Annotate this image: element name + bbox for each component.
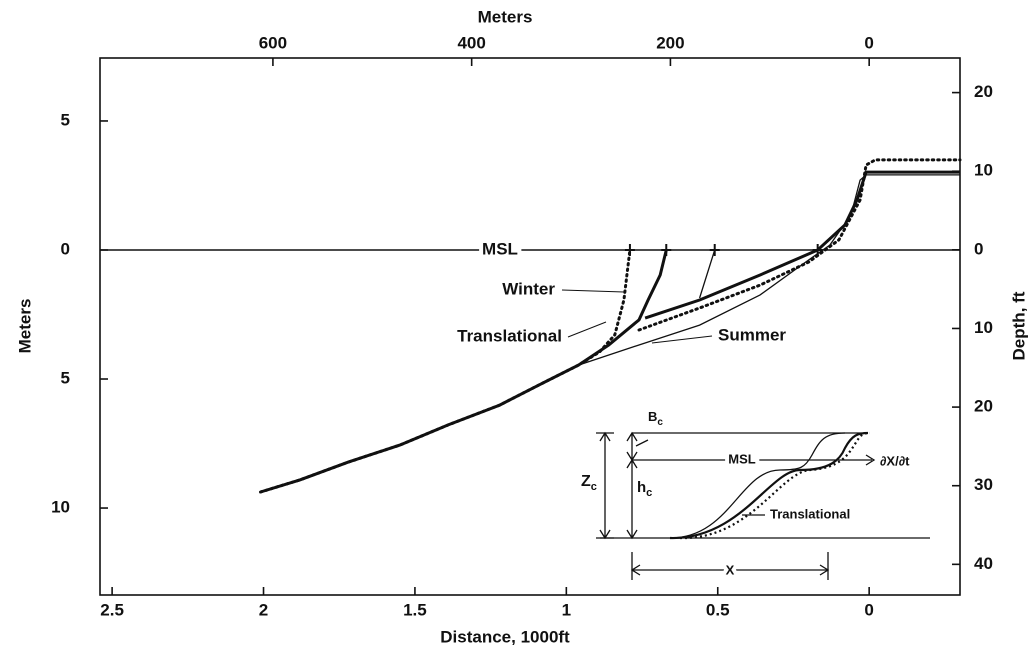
x-tick-label: 1.5	[403, 600, 427, 619]
x2-tick-label: 400	[457, 33, 485, 52]
winter-label: Winter	[502, 279, 555, 298]
x-tick-label: 0	[864, 600, 873, 619]
leader-line	[561, 289, 625, 293]
x2-tick-label: 600	[259, 33, 287, 52]
x-tick-label: 1	[562, 600, 571, 619]
shift-label: X	[726, 562, 735, 577]
msl-label: MSL	[482, 239, 518, 258]
inset-diagram: Bc Zc hc MSL ∂X/∂t Translational X	[581, 409, 930, 581]
y2-tick-label: 30	[974, 475, 993, 494]
inset-arrow	[860, 454, 876, 466]
x2-tick-label: 0	[864, 33, 873, 52]
annotations: Winter Translational Summer	[457, 279, 786, 345]
y-axis-title: Meters	[15, 299, 34, 354]
inset-profile	[679, 431, 871, 540]
x2-tick-label: 200	[656, 33, 684, 52]
inset-leader	[635, 439, 649, 447]
y2-tick-label: 10	[974, 318, 993, 337]
closure-bracket	[596, 431, 614, 540]
profile-line	[260, 174, 960, 493]
x-tick-label: 2	[259, 600, 268, 619]
leader-line	[651, 335, 713, 344]
msl-cross-marker	[709, 243, 720, 256]
crest-label: Bc	[648, 409, 663, 427]
plot-frame	[99, 57, 961, 596]
y-tick-label: 10	[51, 498, 70, 517]
closure-label: Zc	[581, 473, 597, 493]
x-axis-title: Distance, 1000ft	[440, 627, 570, 646]
inset-profile	[669, 431, 869, 540]
x-tick-label: 0.5	[706, 600, 730, 619]
msl-cross-marker	[661, 243, 672, 256]
y2-tick-label: 10	[974, 161, 993, 180]
translational-label: Translational	[457, 326, 562, 345]
y-tick-label: 5	[61, 368, 70, 387]
y2-tick-label: 40	[974, 554, 993, 573]
y2-tick-label: 20	[974, 397, 993, 416]
summer-label: Summer	[718, 325, 786, 344]
height-label: hc	[637, 479, 652, 499]
leader-line	[567, 321, 607, 338]
y-tick-label: 5	[61, 110, 70, 129]
inset-profile	[669, 432, 846, 539]
top-axis-title: Meters	[478, 7, 533, 26]
y-tick-label: 0	[61, 239, 70, 258]
inset-profile-label: Translational	[770, 506, 850, 521]
inset-msl-label: MSL	[728, 451, 756, 466]
rate-label: ∂X/∂t	[880, 453, 910, 468]
x-tick-label: 2.5	[100, 600, 124, 619]
shift-bracket	[630, 552, 830, 580]
y2-tick-label: 0	[974, 239, 983, 258]
y2-axis-title: Depth, ft	[1009, 291, 1028, 360]
height-bracket	[626, 431, 638, 540]
y2-tick-label: 20	[974, 82, 993, 101]
msl-cross-marker	[624, 243, 635, 256]
